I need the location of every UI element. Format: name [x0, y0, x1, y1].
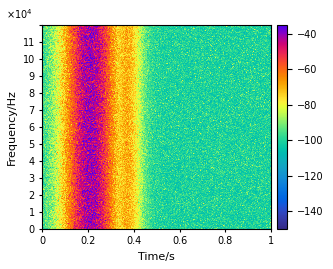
X-axis label: Time/s: Time/s [139, 252, 175, 262]
Y-axis label: Frequency/Hz: Frequency/Hz [7, 89, 17, 165]
Text: $\times10^4$: $\times10^4$ [6, 7, 32, 21]
